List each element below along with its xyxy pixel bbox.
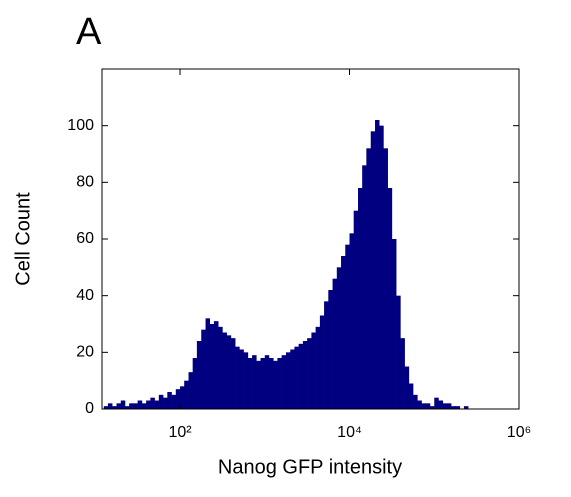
bar — [247, 358, 253, 409]
bar — [184, 380, 189, 409]
bar — [116, 403, 122, 409]
bar — [196, 341, 202, 409]
bar — [107, 403, 113, 409]
bar — [175, 389, 181, 409]
bar — [158, 394, 164, 409]
bar — [430, 406, 435, 409]
bar — [358, 188, 363, 409]
bar — [463, 406, 469, 409]
bar — [133, 403, 138, 409]
y-tick-label: 40 — [76, 287, 94, 304]
bar — [324, 301, 329, 409]
bar — [375, 120, 380, 409]
bar — [146, 400, 151, 409]
y-tick-label: 0 — [85, 400, 94, 417]
bar — [167, 392, 172, 409]
bar — [341, 256, 346, 409]
bar — [408, 383, 414, 409]
bar — [319, 315, 325, 409]
y-tick-label: 60 — [76, 230, 94, 247]
bar — [209, 324, 215, 409]
bar — [425, 403, 431, 409]
bar — [205, 318, 211, 409]
bar — [273, 360, 278, 409]
bar — [302, 341, 308, 409]
bar — [353, 210, 359, 409]
bar — [222, 332, 227, 409]
bar — [391, 239, 397, 409]
bar — [281, 355, 287, 409]
bar — [256, 360, 261, 409]
bar — [442, 403, 448, 409]
bar — [349, 233, 354, 409]
bar — [315, 326, 321, 409]
bar — [451, 406, 456, 409]
bar — [252, 355, 257, 409]
bar — [366, 148, 372, 410]
bar — [163, 397, 168, 409]
bar — [243, 352, 249, 409]
bar — [188, 372, 193, 409]
bar — [112, 406, 117, 409]
bar — [150, 397, 155, 409]
y-tick-label: 100 — [67, 117, 94, 134]
bar — [404, 366, 410, 409]
bar — [264, 355, 270, 409]
bar — [345, 244, 350, 409]
bar — [260, 358, 266, 409]
bar — [446, 403, 452, 409]
bar — [413, 394, 418, 409]
bar — [290, 349, 295, 409]
bar — [277, 358, 282, 409]
bar — [268, 358, 274, 409]
bar — [362, 165, 367, 409]
bar — [192, 358, 198, 409]
bar — [383, 148, 388, 410]
bar — [294, 346, 299, 409]
bar — [180, 386, 185, 409]
bar — [154, 400, 160, 409]
bar — [213, 321, 219, 409]
x-tick-label: 10⁶ — [507, 424, 531, 441]
bar — [379, 125, 384, 410]
bar — [137, 400, 143, 409]
bar — [129, 403, 134, 409]
bar — [421, 403, 427, 409]
bar — [336, 267, 342, 409]
bar — [370, 131, 376, 410]
bar — [311, 332, 316, 409]
bar — [226, 335, 232, 409]
x-axis-label: Nanog GFP intensity — [218, 456, 402, 478]
bar — [455, 406, 461, 409]
x-tick-label: 10² — [168, 424, 192, 441]
x-tick-label: 10⁴ — [337, 424, 362, 441]
bar — [387, 188, 393, 409]
bar — [235, 346, 240, 409]
bar — [239, 349, 244, 409]
y-tick-label: 20 — [76, 344, 94, 361]
bar — [218, 326, 223, 409]
bar — [307, 338, 312, 409]
bar — [201, 329, 206, 409]
bar — [103, 406, 109, 409]
bar — [417, 400, 422, 409]
y-axis-label: Cell Count — [12, 192, 34, 286]
bar — [171, 394, 177, 409]
bar — [396, 295, 401, 409]
bar — [230, 338, 236, 409]
bar — [141, 403, 147, 409]
bar — [120, 400, 126, 409]
bar — [298, 343, 304, 409]
y-tick-label: 80 — [76, 174, 94, 191]
bar — [434, 397, 439, 409]
chart-title: A — [76, 11, 102, 53]
bar — [124, 406, 130, 409]
bar — [400, 338, 405, 409]
bar — [438, 400, 444, 409]
bar — [328, 290, 333, 409]
bar — [332, 278, 338, 409]
bar — [285, 352, 291, 409]
